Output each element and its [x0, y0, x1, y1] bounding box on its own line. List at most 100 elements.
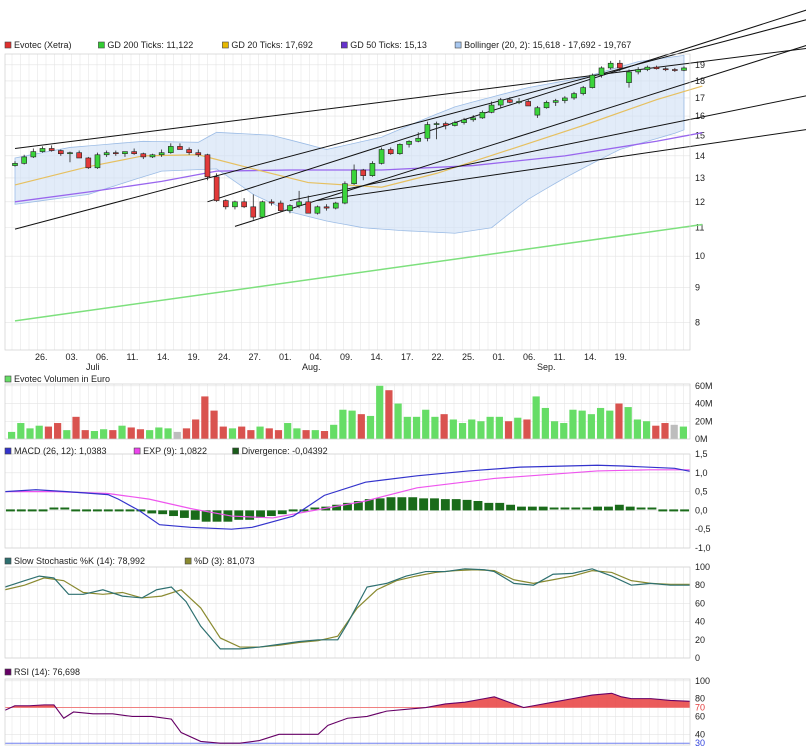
volume-bar	[339, 409, 347, 439]
candle-body	[314, 206, 321, 214]
divergence-bar	[538, 506, 548, 511]
legend-label: GD 20 Ticks: 17,692	[231, 40, 313, 50]
divergence-bar	[245, 510, 255, 520]
candle-body	[222, 200, 229, 208]
y-tick-label: 80	[695, 580, 705, 590]
candle-body	[39, 148, 46, 152]
candle-body	[626, 71, 632, 83]
divergence-bar	[158, 510, 168, 515]
volume-bar	[348, 410, 356, 439]
divergence-bar	[506, 504, 516, 511]
stoch-d-line	[4, 569, 690, 648]
volume-bar	[72, 416, 80, 439]
volume-bar	[366, 415, 375, 439]
divergence-bar	[462, 499, 472, 511]
divergence-bar	[495, 502, 505, 511]
volume-bar	[550, 421, 559, 439]
candle-body	[617, 62, 623, 69]
panel-frame	[4, 678, 691, 746]
x-tick-label: 26.	[35, 352, 48, 362]
divergence-bar	[103, 509, 113, 512]
panel-frame	[4, 53, 691, 351]
candle-body	[378, 149, 385, 164]
candle-body	[268, 201, 275, 204]
volume-bar	[587, 414, 595, 439]
y-tick-label: 100	[695, 562, 710, 572]
rsi-overbought-area	[425, 693, 690, 708]
divergence-bar	[114, 509, 124, 512]
y-tick-label: 12	[695, 197, 705, 207]
volume-bar	[468, 419, 476, 439]
candle-body	[369, 163, 376, 176]
candle-body	[103, 152, 110, 156]
volume-bar	[146, 430, 154, 439]
candle-body	[241, 201, 247, 208]
candle-body	[232, 201, 238, 208]
bollinger-band	[14, 54, 685, 234]
candle-body	[562, 97, 568, 101]
volume-bar	[302, 430, 310, 439]
sma50-line	[14, 132, 703, 203]
candle-body	[397, 144, 403, 155]
x-tick-label: 14.	[584, 352, 597, 362]
divergence-bar	[647, 507, 657, 510]
x-month-label: Aug.	[302, 362, 321, 372]
volume-bar	[440, 414, 448, 439]
divergence-bar	[266, 510, 276, 517]
x-tick-label: 01.	[279, 352, 292, 362]
candle-body	[113, 152, 119, 155]
x-tick-label: 04.	[310, 352, 323, 362]
volume-bar	[624, 407, 632, 439]
divergence-bar	[27, 509, 37, 512]
divergence-bar	[386, 497, 396, 511]
candle-body	[58, 150, 64, 155]
divergence-bar	[82, 509, 91, 512]
candle-body	[461, 119, 467, 123]
rsi-line	[4, 692, 691, 744]
y-tick-label: 80	[695, 694, 705, 704]
candle-body	[488, 104, 495, 113]
x-tick-label: 06.	[96, 352, 109, 362]
divergence-bar	[549, 507, 559, 510]
candle-body	[571, 93, 577, 99]
legend-label: EXP (9): 1,0822	[143, 446, 207, 456]
candle-body	[607, 62, 614, 69]
candle-body	[387, 149, 394, 155]
candle-body	[48, 148, 55, 151]
volume-bar	[652, 425, 660, 439]
y-tick-label: 20M	[695, 416, 713, 426]
legend-label: RSI (14): 76,698	[14, 667, 80, 677]
volume-bar	[173, 431, 181, 439]
y-tick-label: 40	[695, 617, 705, 627]
volume-bar	[357, 414, 365, 439]
divergence-bar	[527, 506, 537, 511]
panel-frame	[4, 383, 691, 440]
legend-swatch	[4, 41, 12, 49]
candle-body	[552, 100, 559, 103]
candle-body	[580, 87, 586, 94]
candle-body	[76, 152, 82, 159]
volume-bar	[541, 407, 549, 439]
volume-bar	[247, 430, 255, 439]
candle-body	[12, 163, 18, 166]
divergence-bar	[256, 510, 265, 518]
trendline-group	[14, 9, 806, 230]
y-tick-label: 0	[695, 653, 700, 663]
volume-bar	[8, 431, 16, 439]
divergence-bar	[517, 506, 526, 511]
divergence-bar	[6, 509, 15, 512]
volume-bar	[293, 428, 301, 439]
legend-label: Bollinger (20, 2): 15,618 - 17,692 - 19,…	[464, 40, 631, 50]
candle-body	[653, 66, 660, 70]
x-tick-label: 01.	[493, 352, 506, 362]
candle-body	[186, 149, 192, 153]
divergence-bar	[560, 507, 570, 510]
candle-body	[277, 202, 284, 211]
stochastic-panel: 0 20 40 60 80 100	[4, 562, 710, 663]
divergence-bar	[582, 507, 592, 510]
divergence-bar	[71, 509, 81, 512]
divergence-bar	[614, 504, 624, 511]
volume-bar	[532, 396, 540, 439]
trendline	[14, 47, 806, 149]
divergence-bar	[636, 507, 646, 510]
